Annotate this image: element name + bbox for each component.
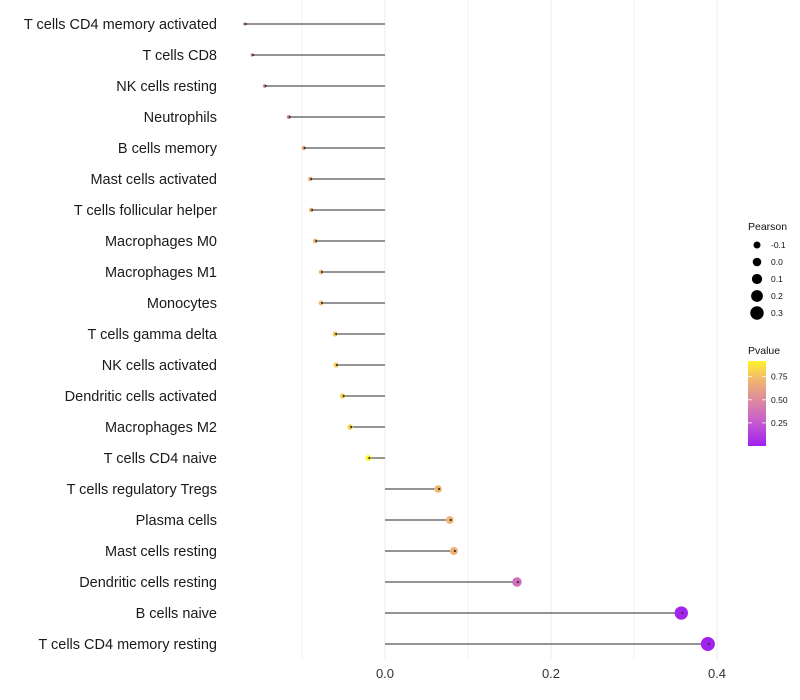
- legend-color-label: 0.25: [771, 418, 788, 428]
- stem-end-mark: [707, 642, 710, 646]
- stem-end-mark: [681, 611, 684, 615]
- category-label: T cells CD4 memory resting: [38, 637, 217, 653]
- category-label: Macrophages M1: [105, 265, 217, 281]
- stem-end-mark: [516, 580, 520, 584]
- stem-end-mark: [320, 270, 324, 274]
- legend-size-title: Pearson: [748, 221, 787, 233]
- legend-size-label: 0.2: [771, 291, 783, 301]
- legend-size-dot: [750, 306, 764, 320]
- legend-size-label: -0.1: [771, 240, 786, 250]
- legend-size-label: 0.0: [771, 257, 783, 267]
- legend-size-dot: [751, 273, 763, 285]
- category-label: NK cells resting: [116, 79, 217, 95]
- x-tick-label: 0.4: [708, 666, 726, 681]
- category-label: Dendritic cells activated: [65, 389, 217, 405]
- stem-end-mark: [453, 549, 456, 553]
- legend-size-label: 0.3: [771, 308, 783, 318]
- stem-end-mark: [311, 208, 314, 212]
- category-label: Mast cells activated: [90, 172, 217, 188]
- category-label: Plasma cells: [136, 513, 217, 529]
- category-label: T cells regulatory Tregs: [67, 482, 217, 498]
- category-label: T cells CD4 memory activated: [24, 17, 217, 33]
- stem-end-mark: [310, 177, 313, 181]
- stem-end-mark: [335, 332, 338, 336]
- stem-end-mark: [264, 84, 267, 88]
- stem-end-mark: [342, 394, 345, 398]
- category-label: Mast cells resting: [105, 544, 217, 560]
- stem-end-mark: [320, 301, 324, 305]
- stem-end-mark: [315, 239, 318, 243]
- legend-size-label: 0.1: [771, 274, 783, 284]
- legend-size-dot: [753, 241, 761, 249]
- legend-color-label: 0.50: [771, 395, 788, 405]
- category-label: B cells memory: [118, 141, 218, 157]
- category-label: T cells gamma delta: [88, 327, 218, 343]
- stem-end-mark: [303, 146, 306, 150]
- category-label: T cells CD8: [142, 48, 217, 64]
- category-label: Macrophages M0: [105, 234, 217, 250]
- stem-end-mark: [350, 425, 353, 429]
- category-label: Monocytes: [147, 296, 217, 312]
- legend-color-title: Pvalue: [748, 345, 780, 357]
- category-label: Macrophages M2: [105, 420, 217, 436]
- stem-end-mark: [288, 115, 291, 119]
- legend-size-dot: [751, 290, 763, 302]
- category-label: T cells CD4 naive: [104, 451, 217, 467]
- legend-colorbar: [748, 361, 766, 446]
- stem-end-mark: [438, 487, 441, 491]
- stem-end-mark: [449, 518, 452, 522]
- stem-end-mark: [335, 363, 339, 367]
- stem-end-mark: [252, 53, 255, 57]
- x-tick-label: 0.0: [376, 666, 394, 681]
- category-label: T cells follicular helper: [74, 203, 217, 219]
- stem-end-mark: [368, 456, 371, 460]
- legend-size-dot: [752, 257, 762, 267]
- category-label: B cells naive: [136, 606, 217, 622]
- legend-color-label: 0.75: [771, 372, 788, 382]
- stem-end-mark: [244, 22, 247, 26]
- x-tick-label: 0.2: [542, 666, 560, 681]
- category-label: Dendritic cells resting: [79, 575, 217, 591]
- category-label: NK cells activated: [102, 358, 217, 374]
- category-label: Neutrophils: [144, 110, 217, 126]
